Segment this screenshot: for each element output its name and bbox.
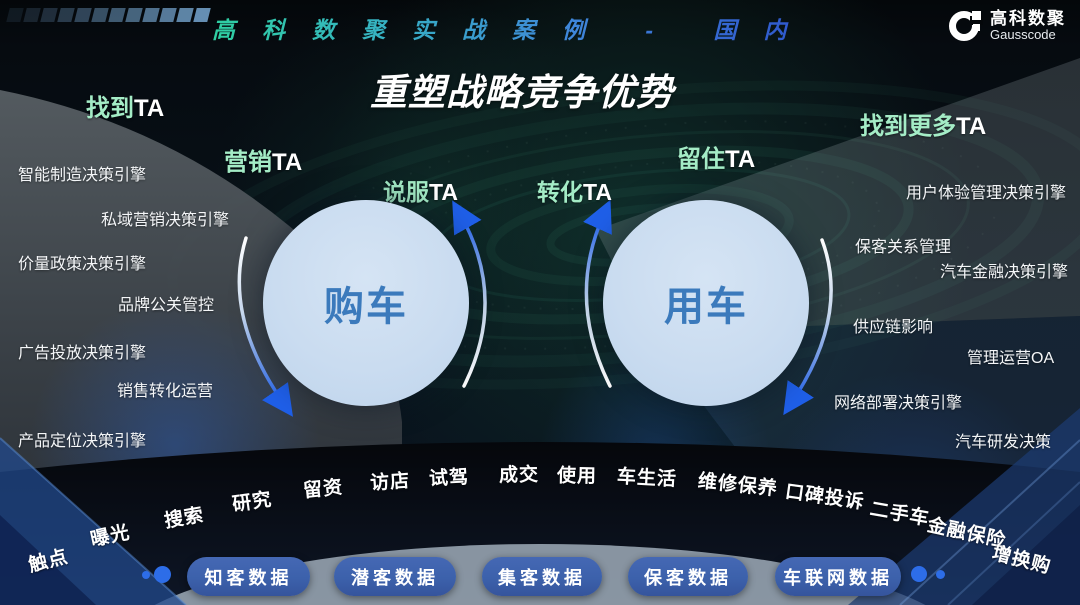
touchpoint-label: 留资 (302, 476, 345, 503)
stage-label-ta: TA (272, 149, 303, 176)
stage-label-ta: TA (134, 95, 165, 122)
touchpoint-label: 成交 (498, 464, 540, 487)
stage-label: 转化TA (537, 173, 612, 207)
page-title: 重塑战略竞争优势 (370, 72, 674, 113)
logo-name-cn: 高科数聚 (990, 9, 1066, 29)
engine-label: 管理运营OA (967, 350, 1055, 367)
stage-label: 找到更多TA (860, 106, 986, 141)
deco-square (40, 8, 58, 22)
deco-square (91, 8, 109, 22)
deco-square (57, 8, 75, 22)
engine-label: 价量政策决策引擎 (18, 256, 147, 273)
engine-label: 品牌公关管控 (118, 297, 215, 314)
logo-name-en: Gausscode (990, 27, 1056, 43)
use-car-circle: 用车 (603, 200, 809, 406)
data-pill-button[interactable]: 潜客数据 (334, 557, 456, 596)
pager-dot-right-small (936, 570, 945, 579)
buy-car-label: 购车 (324, 285, 408, 329)
deco-square (74, 8, 92, 22)
touchpoint-label: 使用 (556, 465, 598, 488)
engine-label: 广告投放决策引擎 (18, 345, 147, 362)
data-pill-button[interactable]: 知客数据 (187, 557, 310, 596)
deco-square (125, 8, 143, 22)
stage-label: 留住TA (677, 139, 755, 174)
stage-label: 营销TA (224, 142, 302, 177)
deco-squares (6, 8, 211, 22)
gausscode-logo-icon (948, 9, 983, 43)
engine-label: 保客关系管理 (855, 239, 952, 256)
stage-label-ta: TA (429, 179, 458, 205)
pager-dot-left-big (154, 566, 171, 583)
engine-label: 网络部署决策引擎 (834, 395, 963, 412)
company-logo: 高科数聚 Gausscode (948, 9, 1066, 43)
stage-label: 说服TA (383, 173, 458, 207)
pager-dot-right-big (911, 566, 927, 582)
deco-square (159, 8, 177, 22)
stage-label: 找到TA (86, 88, 164, 123)
deco-square (142, 8, 160, 22)
touchpoint-label: 研究 (231, 489, 274, 516)
engine-label: 智能制造决策引擎 (18, 167, 147, 184)
data-pill-button[interactable]: 集客数据 (482, 557, 602, 596)
stage-label-ta: TA (583, 179, 612, 205)
engine-label: 销售转化运营 (117, 383, 214, 400)
buy-car-circle: 购车 (263, 200, 469, 406)
stage-label-green: 转化 (537, 179, 583, 205)
engine-label: 私域营销决策引擎 (101, 212, 230, 229)
stage-label-ta: TA (725, 146, 756, 173)
deco-square (6, 8, 24, 22)
stage-label-green: 营销 (224, 149, 272, 176)
touchpoint-label: 车生活 (616, 466, 678, 491)
engine-label: 汽车金融决策引擎 (940, 264, 1069, 281)
deco-square (108, 8, 126, 22)
use-car-label: 用车 (664, 285, 748, 329)
touchpoint-label: 访店 (369, 470, 411, 495)
engine-label: 用户体验管理决策引擎 (906, 185, 1067, 202)
data-pill-button[interactable]: 保客数据 (628, 557, 748, 596)
engine-label: 供应链影响 (853, 319, 934, 336)
header-title: 高科数聚实战案例 - 国内 (212, 11, 813, 45)
engine-label: 产品定位决策引擎 (18, 433, 147, 450)
stage-label-green: 找到 (86, 95, 134, 122)
stage-label-green: 留住 (677, 146, 725, 173)
engine-label: 汽车研发决策 (955, 434, 1052, 451)
cycle-arrows (237, 199, 833, 417)
stage-label-green: 找到更多 (860, 113, 956, 140)
stage-label-green: 说服 (383, 179, 429, 205)
touchpoint-label: 试驾 (428, 466, 470, 491)
pager-dot-left-small (142, 571, 150, 579)
stage-label-ta: TA (956, 113, 987, 140)
deco-square (176, 8, 194, 22)
data-pill-button[interactable]: 车联网数据 (775, 557, 901, 596)
deco-square (23, 8, 41, 22)
